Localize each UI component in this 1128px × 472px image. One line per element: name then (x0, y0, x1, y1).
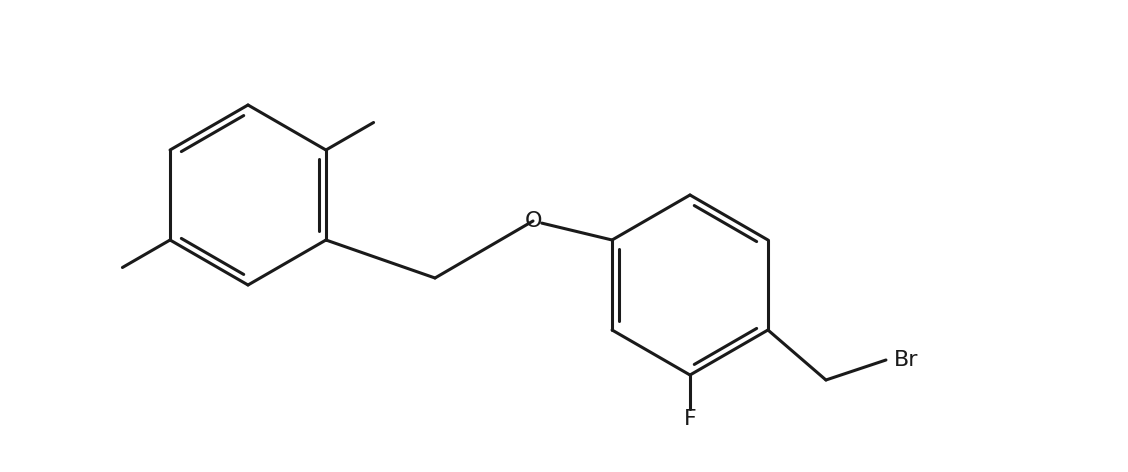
Text: Br: Br (895, 350, 918, 370)
Text: F: F (684, 409, 696, 429)
Text: O: O (525, 211, 541, 231)
